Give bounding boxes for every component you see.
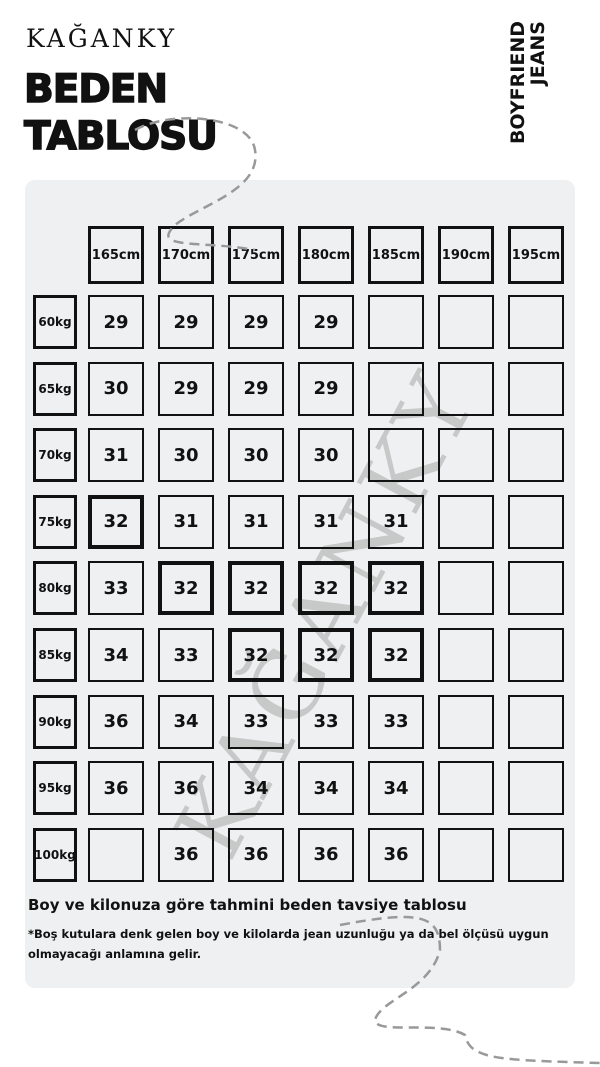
size-cell [438, 295, 494, 349]
height-header: 170cm [158, 226, 214, 284]
size-cell: 31 [368, 494, 424, 549]
title-line-2: TABLOSU [23, 113, 218, 160]
size-cell [438, 694, 494, 749]
size-cell-highlighted: 32 [368, 628, 424, 682]
product-name: BOYFRIEND JEANS [507, 21, 549, 186]
page-title: BEDEN TABLOSU [23, 66, 218, 160]
height-header: 165cm [88, 226, 144, 284]
size-cell: 34 [368, 761, 424, 816]
weight-label: 90kg [33, 694, 77, 749]
size-cell [368, 428, 424, 483]
size-cell-highlighted: 32 [228, 628, 284, 682]
size-cell [88, 827, 144, 882]
product-line-2: JEANS [527, 21, 549, 86]
size-cell: 36 [88, 761, 144, 816]
size-cell: 36 [158, 827, 214, 882]
weight-label: 85kg [33, 628, 77, 682]
size-cell: 30 [228, 428, 284, 483]
size-cell: 33 [88, 561, 144, 616]
height-header: 195cm [508, 226, 564, 284]
size-cell-highlighted: 32 [228, 561, 284, 616]
size-cell [438, 628, 494, 682]
size-cell: 29 [158, 361, 214, 416]
height-header: 190cm [438, 226, 494, 284]
size-cell [508, 494, 564, 549]
size-cell [508, 295, 564, 349]
weight-label: 70kg [33, 428, 77, 483]
weight-label: 60kg [33, 295, 77, 349]
size-cell: 29 [228, 361, 284, 416]
size-cell: 29 [228, 295, 284, 349]
footnote: *Boş kutulara denk gelen boy ve kilolard… [28, 927, 549, 961]
size-cell: 31 [298, 494, 354, 549]
size-cell [438, 561, 494, 616]
size-cell [508, 561, 564, 616]
size-cell [508, 361, 564, 416]
weight-label: 100kg [33, 827, 77, 882]
size-cell-highlighted: 32 [88, 494, 144, 549]
caption: Boy ve kilonuza göre tahmini beden tavsi… [28, 896, 467, 914]
size-cell: 34 [88, 628, 144, 682]
height-header: 175cm [228, 226, 284, 284]
size-cell: 29 [88, 295, 144, 349]
size-cell: 34 [298, 761, 354, 816]
size-cell-highlighted: 32 [298, 628, 354, 682]
size-cell-highlighted: 32 [368, 561, 424, 616]
product-line-1: BOYFRIEND [507, 21, 529, 145]
size-cell: 29 [158, 295, 214, 349]
brand-logo: KAĞANKY [26, 24, 178, 53]
size-cell: 34 [228, 761, 284, 816]
size-cell: 33 [158, 628, 214, 682]
size-cell: 34 [158, 694, 214, 749]
size-cell [438, 761, 494, 816]
height-header: 180cm [298, 226, 354, 284]
size-cell [508, 428, 564, 483]
size-cell: 33 [368, 694, 424, 749]
size-cell-highlighted: 32 [298, 561, 354, 616]
size-cell [438, 494, 494, 549]
size-cell: 33 [298, 694, 354, 749]
size-cell [368, 295, 424, 349]
size-cell: 36 [228, 827, 284, 882]
size-cell [508, 761, 564, 816]
size-cell: 31 [158, 494, 214, 549]
size-cell [508, 827, 564, 882]
size-cell-highlighted: 32 [158, 561, 214, 616]
size-cell: 33 [228, 694, 284, 749]
height-header: 185cm [368, 226, 424, 284]
size-cell [368, 361, 424, 416]
size-cell: 30 [158, 428, 214, 483]
size-cell [438, 361, 494, 416]
size-cell: 29 [298, 361, 354, 416]
size-cell [508, 694, 564, 749]
size-cell [438, 827, 494, 882]
size-cell: 36 [88, 694, 144, 749]
weight-label: 95kg [33, 761, 77, 816]
size-cell: 36 [158, 761, 214, 816]
size-cell: 36 [368, 827, 424, 882]
weight-label: 80kg [33, 561, 77, 616]
size-cell: 30 [88, 361, 144, 416]
size-cell: 30 [298, 428, 354, 483]
size-cell: 29 [298, 295, 354, 349]
size-cell: 36 [298, 827, 354, 882]
title-line-1: BEDEN [23, 66, 169, 113]
weight-label: 75kg [33, 494, 77, 549]
size-cell [438, 428, 494, 483]
size-cell [508, 628, 564, 682]
weight-label: 65kg [33, 361, 77, 416]
size-cell: 31 [88, 428, 144, 483]
size-cell: 31 [228, 494, 284, 549]
